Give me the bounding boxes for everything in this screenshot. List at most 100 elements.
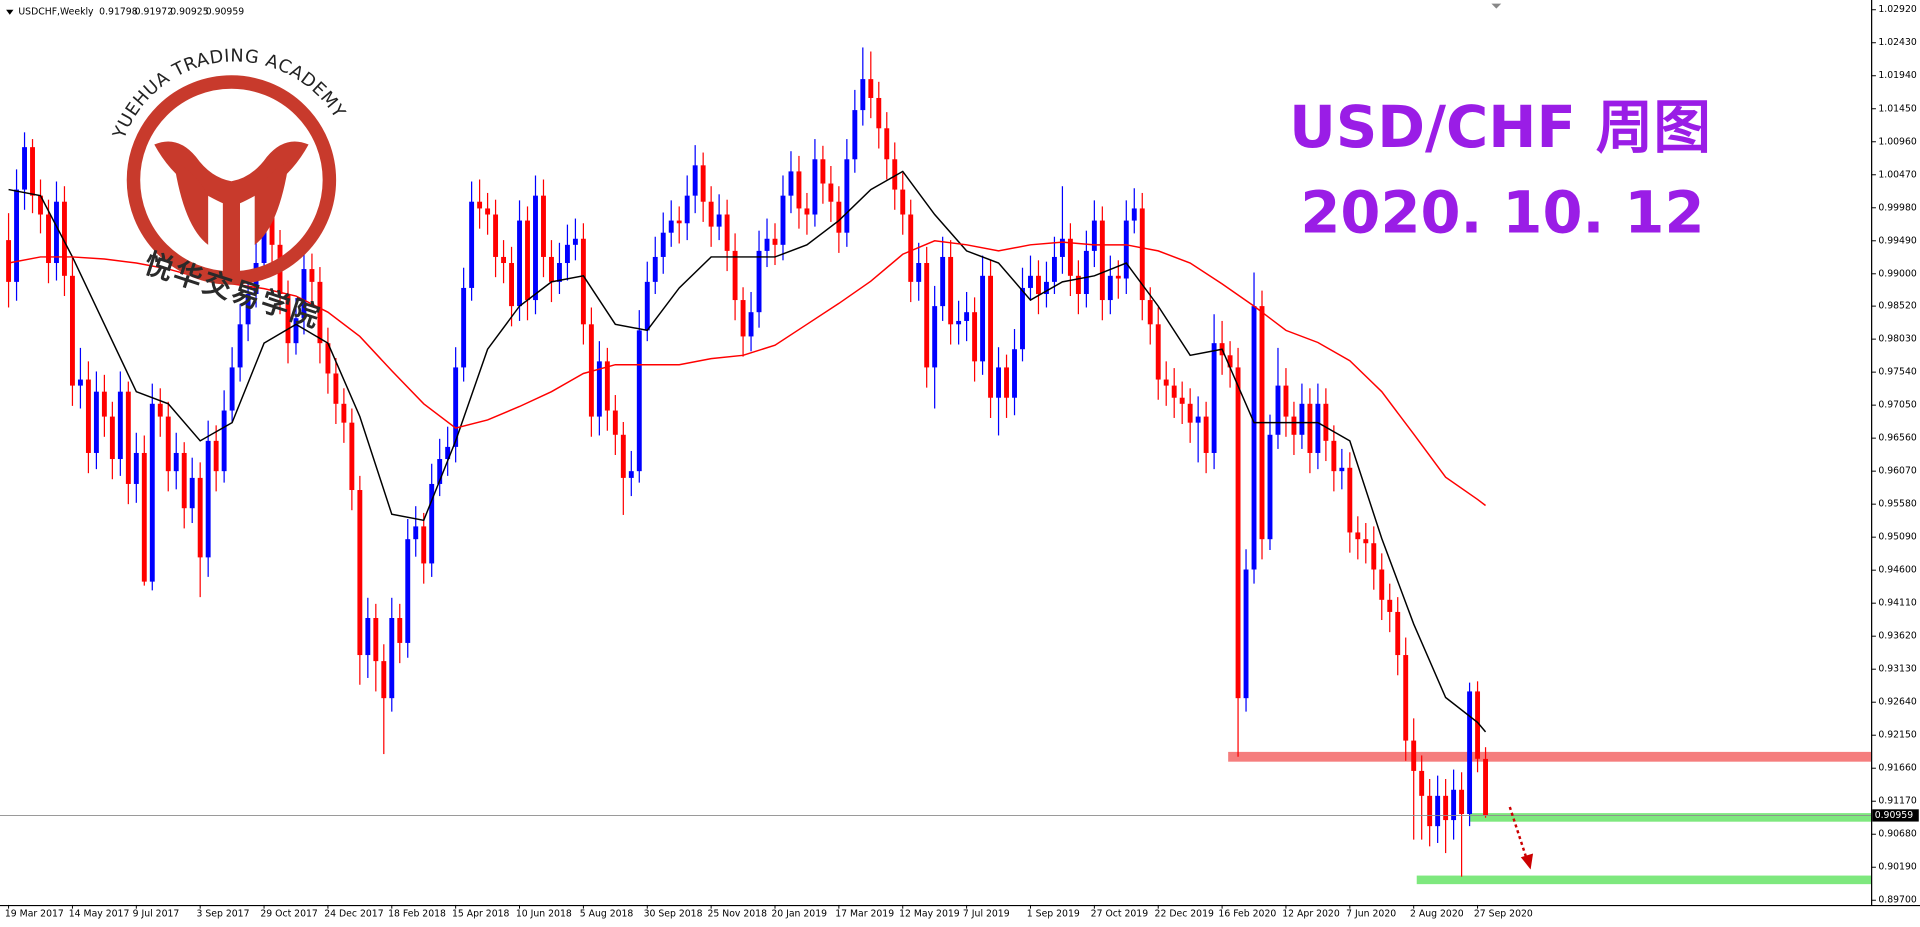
candle-body bbox=[517, 220, 522, 307]
candle-body bbox=[924, 263, 930, 368]
candle-body bbox=[1307, 403, 1313, 453]
candle-body bbox=[6, 240, 12, 282]
candle-body bbox=[716, 214, 722, 227]
candle-body bbox=[109, 416, 115, 460]
candle-body bbox=[1147, 300, 1153, 325]
candle-body bbox=[740, 300, 746, 337]
y-tick-label: 0.89700 bbox=[1878, 895, 1917, 906]
y-tick-label: 0.90680 bbox=[1878, 829, 1917, 840]
candle-body bbox=[900, 189, 906, 215]
header-low: 0.90925 bbox=[170, 7, 209, 18]
candle-body bbox=[796, 171, 802, 209]
candle-body bbox=[349, 422, 355, 491]
candle-body bbox=[413, 526, 419, 540]
candle-body bbox=[1371, 543, 1377, 570]
header: USDCHF,Weekly 0.91798 0.91972 0.90925 0.… bbox=[6, 7, 244, 18]
candle-body bbox=[485, 208, 491, 215]
candle-body bbox=[269, 214, 275, 245]
forecast-arrow bbox=[1508, 806, 1534, 870]
candle-body bbox=[1227, 355, 1233, 368]
candle-body bbox=[245, 293, 251, 325]
x-tick-label: 12 Apr 2020 bbox=[1282, 909, 1340, 920]
candle-body bbox=[365, 618, 371, 656]
candle-body bbox=[700, 165, 706, 202]
candle-body bbox=[309, 269, 315, 282]
candle-body bbox=[133, 452, 139, 484]
candle-body bbox=[1475, 691, 1481, 759]
y-tick-label: 0.96560 bbox=[1878, 433, 1917, 444]
candle-body bbox=[1004, 367, 1009, 398]
candle-body bbox=[1443, 795, 1449, 821]
candle-body bbox=[876, 97, 882, 129]
candle-body bbox=[1419, 770, 1425, 796]
x-tick-label: 30 Sep 2018 bbox=[644, 909, 703, 920]
candle-body bbox=[1435, 795, 1441, 827]
candle-body bbox=[1291, 416, 1297, 435]
y-tick-label: 1.00960 bbox=[1878, 136, 1917, 147]
candle-body bbox=[836, 201, 842, 233]
candle-body bbox=[1235, 367, 1241, 699]
candle-body bbox=[564, 244, 570, 264]
candle-body bbox=[22, 147, 27, 190]
candle-body bbox=[1036, 275, 1041, 294]
plot: 1.02920 1.02430 1.01940 1.01450 1.00960 1.004… bbox=[0, 4, 1917, 920]
candle-body bbox=[1467, 691, 1473, 815]
candle-body bbox=[588, 324, 594, 417]
candle-body bbox=[980, 275, 986, 362]
candle-body bbox=[62, 201, 67, 276]
candle-body bbox=[141, 452, 147, 582]
candle-body bbox=[317, 281, 323, 344]
candle-body bbox=[1243, 569, 1249, 699]
header-high: 0.91972 bbox=[135, 7, 173, 18]
candle-body bbox=[852, 110, 858, 160]
x-tick-label: 25 Nov 2018 bbox=[707, 909, 767, 920]
candle-body bbox=[1012, 349, 1017, 398]
y-tick-label: 0.95580 bbox=[1878, 499, 1917, 510]
x-tick-label: 2 Aug 2020 bbox=[1410, 909, 1464, 920]
candle-body bbox=[844, 159, 850, 233]
y-tick-label: 0.91170 bbox=[1878, 796, 1917, 807]
header-arrow bbox=[6, 9, 14, 15]
x-tick-label: 27 Oct 2019 bbox=[1091, 909, 1149, 920]
arrow-head bbox=[1520, 853, 1534, 870]
candle-body bbox=[596, 361, 602, 417]
zones bbox=[1228, 751, 1872, 885]
logo-mark-wings bbox=[173, 161, 289, 245]
candle-body bbox=[1251, 306, 1257, 570]
x-tick-label: 7 Jul 2019 bbox=[963, 909, 1010, 920]
x-tick-label: 29 Oct 2017 bbox=[260, 909, 318, 920]
header-close: 0.90959 bbox=[206, 7, 245, 18]
y-tick-label: 0.98030 bbox=[1878, 334, 1917, 345]
candle-body bbox=[477, 201, 483, 209]
candle-body bbox=[884, 128, 890, 160]
candle-body bbox=[157, 403, 163, 417]
candle-body bbox=[1339, 467, 1345, 472]
x-tick-label: 1 Sep 2019 bbox=[1027, 909, 1080, 920]
candle-body bbox=[1451, 789, 1457, 821]
candle-body bbox=[1163, 379, 1169, 386]
candle-body bbox=[988, 275, 994, 398]
candle-body bbox=[828, 183, 834, 202]
candle-body bbox=[261, 214, 267, 264]
candle-body bbox=[1275, 385, 1281, 435]
candle-body bbox=[1331, 440, 1337, 472]
candle-body bbox=[916, 263, 922, 282]
candle-body bbox=[1179, 397, 1185, 404]
candle-body bbox=[1051, 256, 1057, 282]
candle-body bbox=[1044, 281, 1049, 294]
candle-body bbox=[1139, 208, 1145, 301]
candle-body bbox=[445, 446, 451, 460]
y-tick-label: 0.92150 bbox=[1878, 730, 1917, 741]
header-open: 0.91798 bbox=[99, 7, 138, 18]
candle-body bbox=[1091, 220, 1097, 251]
x-tick-label: 19 Mar 2017 bbox=[5, 909, 64, 920]
y-tick-label: 0.91660 bbox=[1878, 763, 1917, 774]
candle-body bbox=[125, 391, 131, 484]
candle-body bbox=[956, 320, 962, 325]
candle-body bbox=[1427, 795, 1433, 827]
x-tick-label: 22 Dec 2019 bbox=[1155, 909, 1214, 920]
candle-body bbox=[205, 440, 211, 558]
candle-body bbox=[572, 238, 578, 245]
candle-body bbox=[1195, 416, 1201, 423]
candle-body bbox=[1203, 416, 1209, 453]
